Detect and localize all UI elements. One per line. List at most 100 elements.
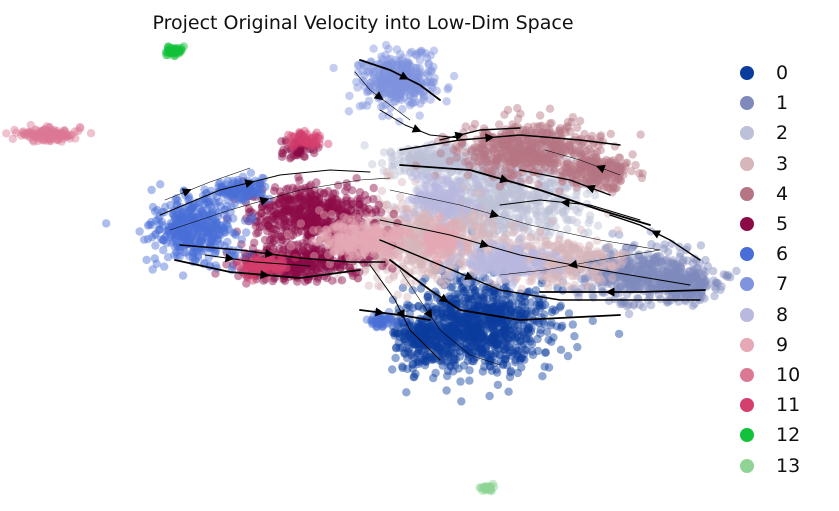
streamline-arrowhead (260, 270, 270, 280)
legend-swatch-13 (740, 458, 754, 473)
streamline-arrowhead (399, 71, 409, 80)
legend-item-8: 8 (740, 300, 835, 330)
legend-label-6: 6 (776, 243, 789, 266)
legend-label-0: 0 (776, 62, 789, 85)
streamline (389, 189, 661, 251)
legend-swatch-0 (740, 66, 754, 81)
streamline (399, 164, 651, 226)
legend-swatch-4 (740, 186, 754, 201)
legend-label-2: 2 (776, 122, 789, 145)
cluster-2-points (373, 138, 603, 278)
streamline (179, 244, 386, 263)
legend-swatch-11 (740, 398, 754, 413)
cluster-0-points (323, 227, 624, 406)
legend-swatch-12 (740, 428, 754, 443)
legend-label-10: 10 (776, 363, 801, 386)
streamline-arrowhead (568, 259, 578, 269)
legend-swatch-8 (740, 307, 754, 322)
legend-item-10: 10 (740, 360, 835, 390)
cluster-1-points (551, 227, 741, 319)
legend-item-3: 3 (740, 149, 835, 179)
streamline (169, 177, 391, 231)
cluster-11-points (284, 126, 333, 152)
cluster-6-points (206, 168, 274, 208)
streamline (164, 167, 251, 201)
cluster-6-points (102, 180, 258, 280)
cluster-5-points (222, 173, 402, 266)
legend-item-11: 11 (740, 390, 835, 420)
legend-item-2: 2 (740, 118, 835, 148)
legend-swatch-5 (740, 217, 754, 232)
streamline (439, 127, 521, 141)
streamline (389, 259, 621, 321)
streamline-arrowhead (396, 309, 405, 319)
legend-item-12: 12 (740, 420, 835, 450)
legend-swatch-9 (740, 337, 754, 352)
legend-label-8: 8 (776, 303, 789, 326)
streamline-arrowhead (499, 174, 510, 184)
legend-label-9: 9 (776, 333, 789, 356)
legend-label-4: 4 (776, 182, 789, 205)
streamline (544, 149, 621, 176)
streamline-arrowhead (489, 209, 500, 219)
cluster-8-points (399, 165, 494, 228)
streamline-arrowhead (264, 248, 275, 258)
cluster-5-points (277, 129, 323, 163)
streamline-arrowhead (244, 179, 255, 188)
cluster-3-points (294, 168, 556, 302)
streamline-arrowhead (485, 133, 495, 143)
streamline (379, 219, 691, 286)
legend-swatch-3 (740, 156, 754, 171)
streamline-arrowhead (411, 124, 422, 133)
legend-label-11: 11 (776, 394, 801, 417)
cluster-7-points (329, 40, 459, 126)
streamline-arrowhead (224, 253, 235, 263)
cluster-9-points (283, 206, 420, 269)
streamline (519, 169, 611, 196)
cluster-10-points (2, 120, 96, 146)
legend-label-7: 7 (776, 273, 789, 296)
cluster-points (2, 40, 741, 496)
legend-label-1: 1 (776, 92, 789, 115)
streamline-arrowhead (585, 184, 596, 194)
legend-item-9: 9 (740, 330, 835, 360)
legend-item-5: 5 (740, 209, 835, 239)
cluster-11-points (233, 250, 300, 285)
streamline-arrowhead (373, 91, 384, 101)
legend-label-5: 5 (776, 213, 789, 236)
cluster-13-points (475, 479, 499, 496)
streamline-arrowhead (479, 239, 490, 249)
cluster-9-points (419, 212, 473, 268)
streamline-arrowhead (438, 293, 449, 303)
legend-swatch-6 (740, 247, 754, 262)
legend-item-13: 13 (740, 450, 835, 480)
chart-title: Project Original Velocity into Low-Dim S… (152, 12, 574, 34)
streamline-arrowhead (560, 198, 570, 208)
cluster-2-points (360, 140, 501, 182)
streamline (359, 309, 431, 321)
cluster-3-points (482, 209, 630, 294)
legend: 0 1 2 3 4 5 6 7 8 9 10 11 12 13 (740, 58, 835, 481)
streamline-arrowhead (259, 196, 270, 206)
legend-item-6: 6 (740, 239, 835, 269)
streamline-arrowhead (375, 307, 385, 317)
legend-label-3: 3 (776, 152, 789, 175)
streamline-arrowhead (464, 271, 475, 280)
legend-label-12: 12 (776, 424, 801, 447)
streamline (159, 169, 371, 216)
legend-item-1: 1 (740, 88, 835, 118)
cluster-8-points (441, 234, 578, 290)
streamline-arrowhead (595, 164, 606, 174)
legend-item-4: 4 (740, 179, 835, 209)
streamline-arrowhead (423, 308, 433, 319)
cluster-12-points (161, 42, 188, 61)
legend-swatch-2 (740, 126, 754, 141)
legend-swatch-1 (740, 96, 754, 111)
legend-swatch-7 (740, 277, 754, 292)
legend-item-0: 0 (740, 58, 835, 88)
streamline (399, 269, 501, 366)
streamline-arrowhead (651, 230, 661, 239)
streamline (379, 239, 701, 301)
